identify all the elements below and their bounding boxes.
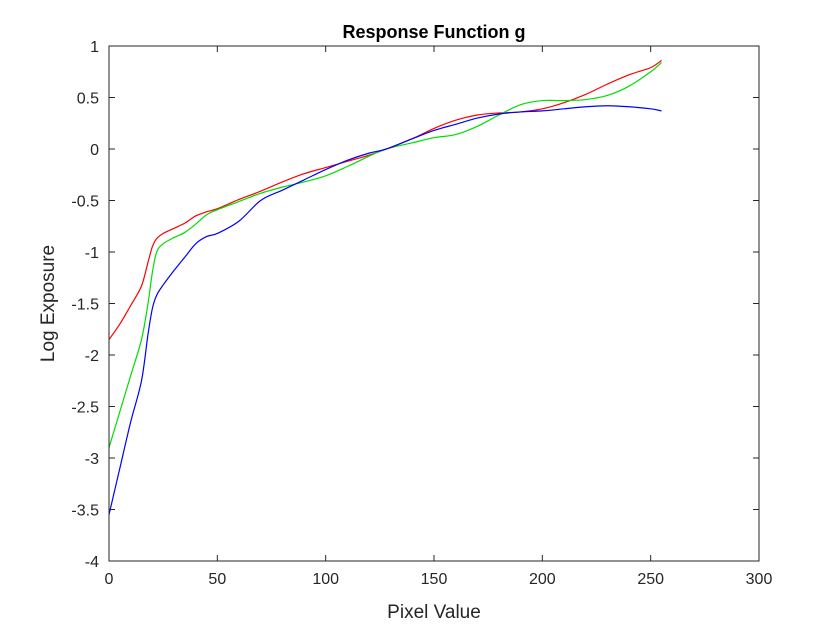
y-tick-label: -3.5 <box>71 503 99 520</box>
x-tick-label: 100 <box>312 571 339 588</box>
tick-layer: 0 50 100 150 200 250 300 -4 -3.5 -3 -2.5 -2 -1.5 -1 -0… <box>71 39 772 588</box>
y-axis-label: Log Exposure <box>38 245 59 362</box>
y-tick-label: -2.5 <box>71 400 99 417</box>
y-tick-label: -4 <box>85 554 99 571</box>
y-tick-label: -1 <box>85 245 99 262</box>
y-tick-label: 0.5 <box>77 91 99 108</box>
y-tick-label: -1.5 <box>71 297 99 314</box>
x-tick-label: 150 <box>421 571 448 588</box>
series-line-1 <box>108 59 662 340</box>
chart-title: Response Function g <box>342 22 525 42</box>
series-line-2 <box>108 62 662 448</box>
plot-area <box>109 46 759 561</box>
x-tick-label: 300 <box>746 571 773 588</box>
y-tick-label: -2 <box>85 348 99 365</box>
x-tick-label: 0 <box>105 571 114 588</box>
series-line-3 <box>108 105 662 515</box>
y-tick-label: -3 <box>85 451 99 468</box>
y-tick-label: 0 <box>90 142 99 159</box>
y-tick-label: 1 <box>90 39 99 56</box>
x-tick-label: 250 <box>637 571 664 588</box>
x-tick-label: 50 <box>208 571 226 588</box>
series-layer <box>108 59 662 515</box>
x-tick-label: 200 <box>529 571 556 588</box>
y-tick-label: -0.5 <box>71 194 99 211</box>
x-axis-label: Pixel Value <box>387 602 481 623</box>
